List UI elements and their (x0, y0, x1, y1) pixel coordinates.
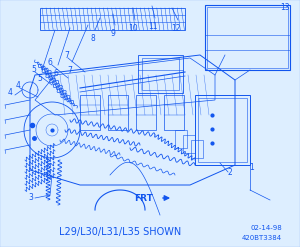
Text: 7: 7 (64, 51, 69, 60)
Bar (136, 95, 156, 130)
Text: 420BT3384: 420BT3384 (242, 235, 282, 241)
Text: 3: 3 (28, 193, 33, 202)
Text: 2: 2 (228, 168, 232, 177)
Bar (183, 135, 195, 153)
Text: 5: 5 (31, 65, 36, 74)
Text: 9: 9 (111, 29, 116, 38)
Bar (142, 58, 179, 90)
Bar (108, 95, 128, 130)
Text: 5: 5 (38, 74, 42, 83)
Bar (80, 95, 100, 130)
Text: 4: 4 (16, 81, 21, 90)
Bar (198, 98, 247, 162)
Text: 13: 13 (280, 3, 290, 12)
Bar (207, 7, 288, 68)
Bar (164, 95, 184, 130)
Bar (175, 130, 187, 148)
Text: 7: 7 (68, 66, 72, 75)
Text: FRT: FRT (134, 193, 153, 203)
Text: 1: 1 (250, 163, 254, 172)
Text: 4: 4 (8, 88, 13, 97)
Bar (205, 5, 290, 70)
Text: 6: 6 (48, 58, 53, 67)
Text: 6: 6 (54, 69, 58, 78)
Text: 8: 8 (91, 34, 95, 43)
Text: 12: 12 (171, 24, 181, 33)
Text: 11: 11 (148, 22, 158, 31)
Text: 10: 10 (128, 24, 138, 33)
Bar (138, 55, 183, 93)
Text: L29/L30/L31/L35 SHOWN: L29/L30/L31/L35 SHOWN (59, 227, 181, 237)
Text: 02-14-98: 02-14-98 (250, 225, 282, 231)
Bar (195, 95, 250, 165)
Bar (191, 140, 203, 158)
